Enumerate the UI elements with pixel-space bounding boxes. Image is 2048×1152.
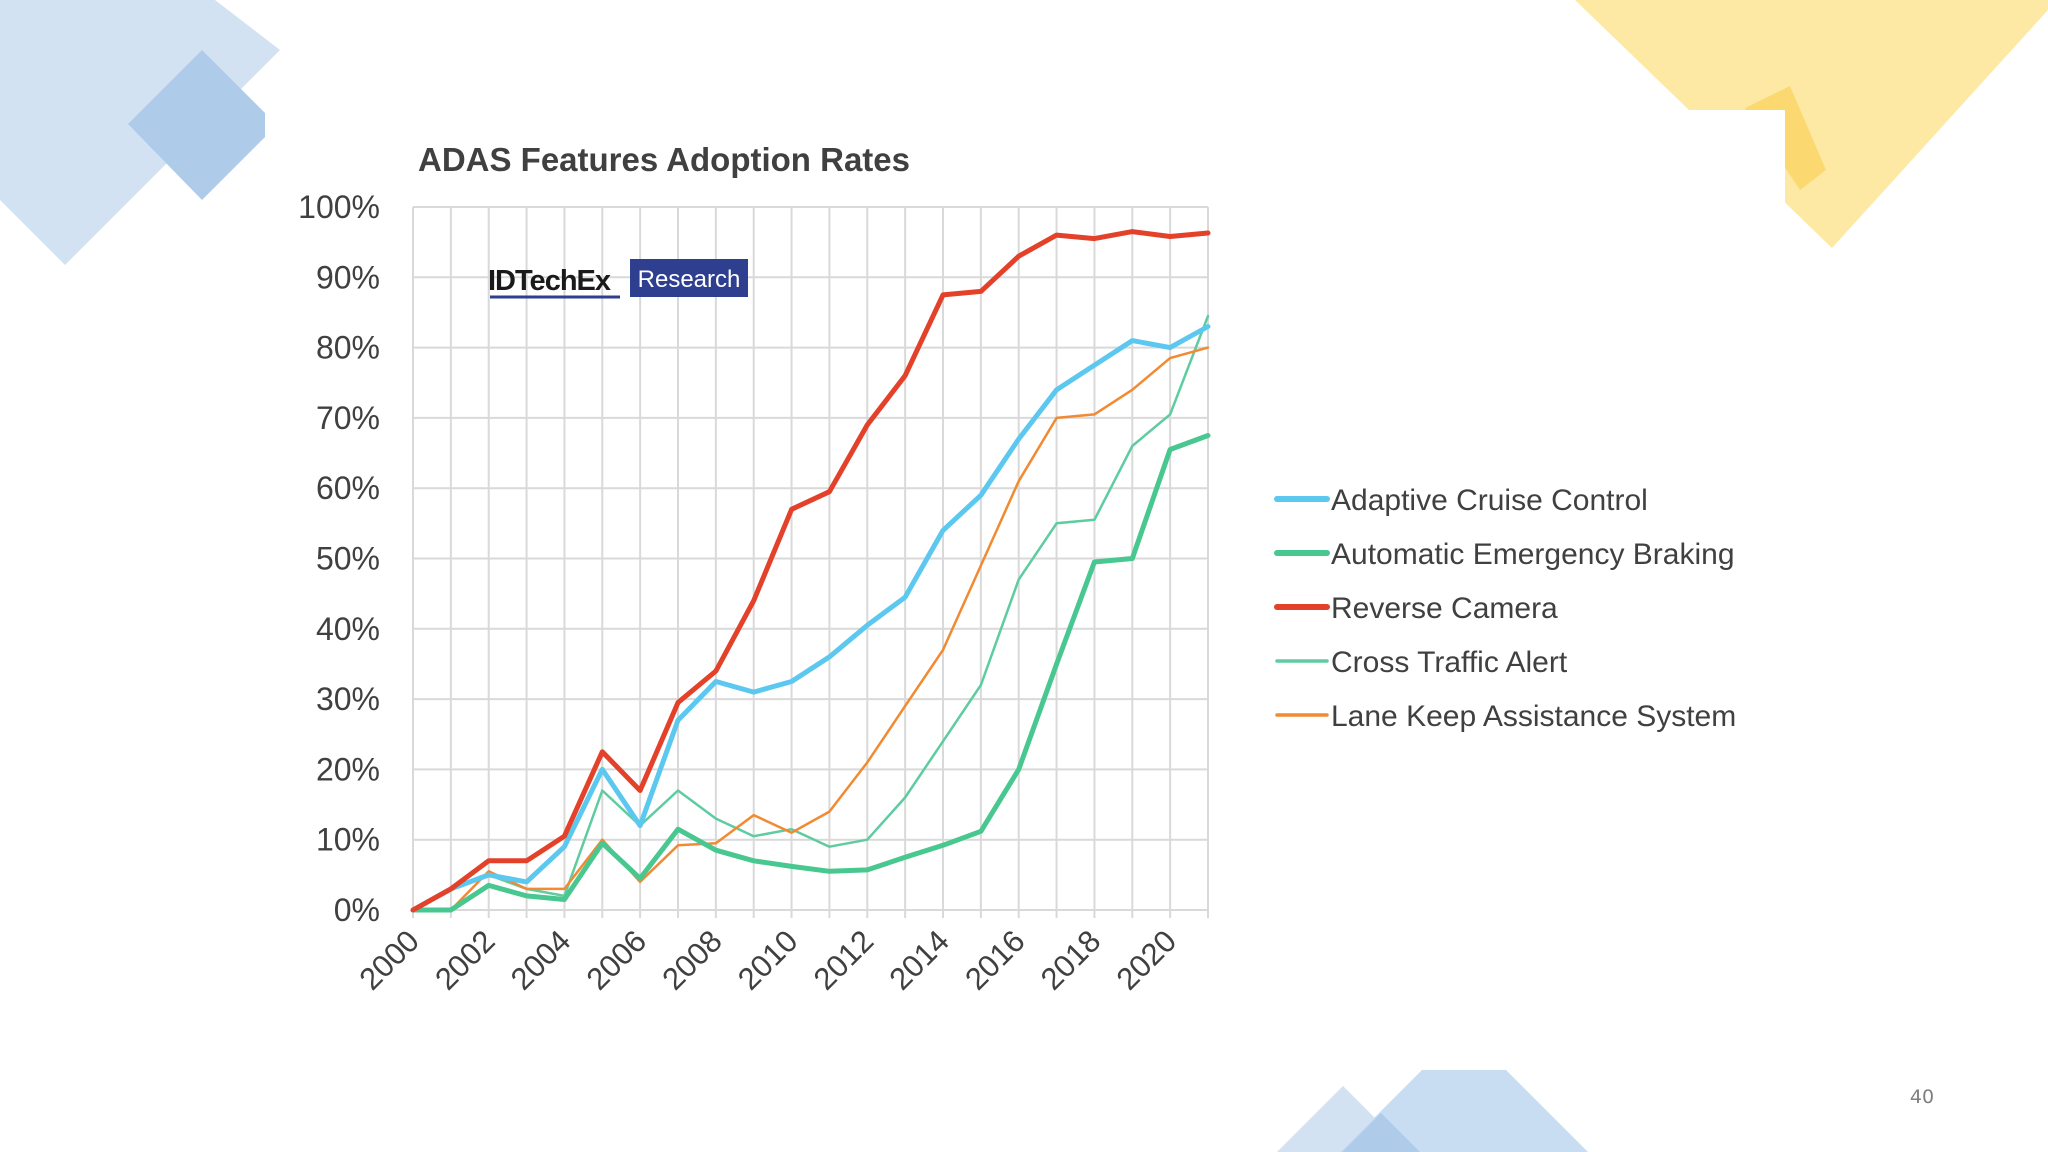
- x-tick-label: 2006: [580, 923, 654, 997]
- x-tick-label: 2010: [731, 923, 805, 997]
- x-tick-label: 2018: [1034, 923, 1108, 997]
- legend-label-cross: Cross Traffic Alert: [1331, 646, 1568, 679]
- legend-label-reverse: Reverse Camera: [1331, 592, 1558, 625]
- legend-label-aeb: Automatic Emergency Braking: [1331, 538, 1735, 571]
- y-tick-label: 60%: [316, 470, 380, 506]
- series-line-cross: [411, 314, 1210, 912]
- y-tick-label: 70%: [316, 400, 380, 436]
- x-tick-label: 2016: [958, 923, 1032, 997]
- y-tick-label: 90%: [316, 259, 380, 295]
- top-left-diamonds: [0, 0, 280, 265]
- y-tick-label: 40%: [316, 611, 380, 647]
- x-tick-label: 2020: [1110, 923, 1184, 997]
- series-line-reverse: [410, 229, 1211, 913]
- logo-brand: IDTechEx: [488, 265, 611, 297]
- series-lines: [410, 229, 1211, 913]
- y-tick-label: 50%: [316, 541, 380, 577]
- x-tick-label: 2004: [504, 923, 578, 997]
- y-tick-label: 10%: [316, 822, 380, 858]
- chart-legend: Adaptive Cruise Control Automatic Emergen…: [1274, 484, 1736, 733]
- y-tick-label: 20%: [316, 751, 380, 787]
- x-tick-label: 2000: [352, 923, 426, 997]
- y-axis-ticks: 0% 10% 20% 30% 40% 50% 60% 70% 80% 90% 100%: [298, 189, 380, 928]
- y-tick-label: 0%: [334, 892, 380, 928]
- idtechex-logo: IDTechEx Research: [488, 259, 748, 299]
- x-tick-label: 2014: [882, 923, 956, 997]
- series-line-aeb: [410, 433, 1211, 913]
- x-tick-label: 2012: [807, 923, 881, 997]
- series-line-adaptive: [410, 324, 1211, 913]
- legend-label-lane: Lane Keep Assistance System: [1331, 700, 1736, 733]
- chart-grid: [412, 206, 1209, 918]
- y-tick-label: 100%: [298, 189, 380, 225]
- y-tick-label: 80%: [316, 330, 380, 366]
- series-line-lane: [411, 346, 1210, 912]
- chart-title: ADAS Features Adoption Rates: [418, 141, 910, 178]
- x-axis-ticks: 2000 2002 2004 2006 2008 2010 2012 2014 2016 2018…: [352, 923, 1183, 997]
- logo-research-label: Research: [638, 266, 741, 293]
- page-number: 40: [1909, 1086, 1935, 1108]
- x-tick-label: 2008: [655, 923, 729, 997]
- bottom-diamonds: [1277, 1046, 1588, 1152]
- logo-research-box: [630, 259, 748, 297]
- legend-label-adaptive: Adaptive Cruise Control: [1331, 484, 1648, 517]
- y-tick-label: 30%: [316, 681, 380, 717]
- x-tick-label: 2002: [428, 923, 502, 997]
